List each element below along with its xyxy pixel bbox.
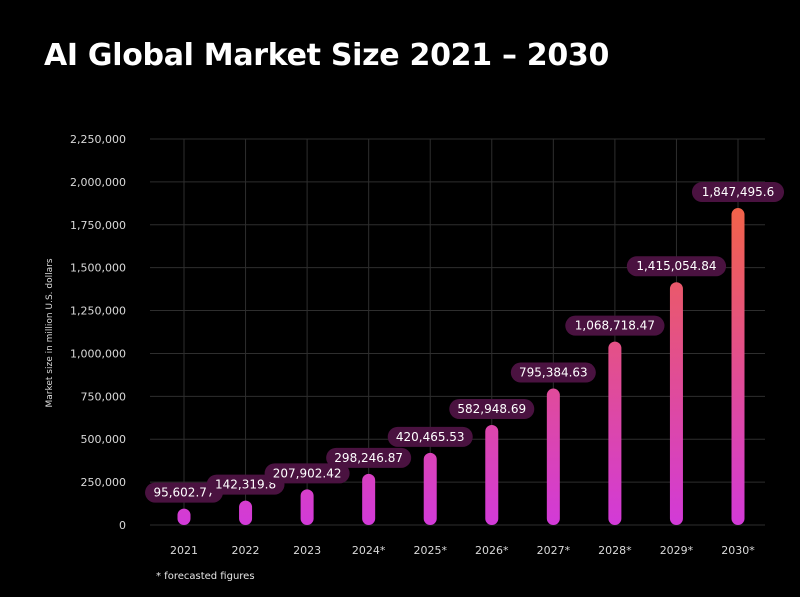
bar bbox=[608, 341, 622, 525]
y-axis-ticks: 0 250,000 500,000 750,000 1,000,000 1,250,000… bbox=[70, 133, 126, 532]
x-tick-label: 2022 bbox=[232, 544, 260, 557]
y-tick-label: 250,000 bbox=[81, 476, 127, 489]
x-tick-label: 2025* bbox=[413, 544, 447, 557]
x-tick-label: 2026* bbox=[475, 544, 509, 557]
chart-title: AI Global Market Size 2021 – 2030 bbox=[44, 38, 610, 73]
y-tick-label: 1,500,000 bbox=[70, 262, 126, 275]
y-tick-label: 1,250,000 bbox=[70, 305, 126, 318]
bar bbox=[546, 388, 560, 525]
x-tick-label: 2027* bbox=[537, 544, 571, 557]
x-tick-label: 2024* bbox=[352, 544, 386, 557]
data-label-pill bbox=[145, 482, 223, 503]
y-tick-label: 750,000 bbox=[81, 390, 127, 403]
bar bbox=[239, 500, 253, 525]
data-label: 298,246.87 bbox=[334, 451, 403, 465]
y-tick-label: 500,000 bbox=[81, 433, 127, 446]
bar bbox=[669, 282, 683, 525]
x-tick-label: 2029* bbox=[660, 544, 694, 557]
bar bbox=[423, 452, 437, 525]
data-label: 420,465.53 bbox=[396, 430, 465, 444]
x-tick-label: 2028* bbox=[598, 544, 632, 557]
data-label: 142,319.8 bbox=[215, 478, 276, 492]
x-tick-label: 2023 bbox=[293, 544, 321, 557]
y-tick-label: 0 bbox=[119, 519, 126, 532]
y-tick-label: 1,000,000 bbox=[70, 347, 126, 360]
data-label: 1,847,495.6 bbox=[702, 185, 775, 199]
bar bbox=[485, 424, 499, 525]
x-tick-label: 2030* bbox=[721, 544, 755, 557]
data-label-pill bbox=[264, 463, 350, 484]
data-label: 795,384.63 bbox=[519, 366, 588, 380]
data-label-pill bbox=[326, 447, 412, 468]
data-label: 95,602.77 bbox=[153, 486, 214, 500]
data-label-pill bbox=[565, 315, 665, 336]
data-label-pill bbox=[510, 362, 596, 383]
y-tick-label: 2,000,000 bbox=[70, 176, 126, 189]
bar bbox=[177, 508, 191, 525]
y-axis-label: Market size in million U.S. dollars bbox=[45, 258, 55, 407]
data-label-pill bbox=[449, 398, 535, 419]
data-label: 582,948.69 bbox=[457, 402, 526, 416]
data-label: 1,415,054.84 bbox=[636, 259, 716, 273]
data-label-pill bbox=[691, 182, 785, 203]
bar bbox=[731, 208, 745, 525]
data-label: 1,068,718.47 bbox=[575, 319, 655, 333]
y-tick-label: 1,750,000 bbox=[70, 219, 126, 232]
footnote: * forecasted figures bbox=[156, 571, 255, 582]
bar bbox=[300, 489, 314, 525]
bars bbox=[177, 208, 745, 525]
x-tick-label: 2021 bbox=[170, 544, 198, 557]
data-label: 207,902.42 bbox=[273, 466, 342, 480]
data-label-pill bbox=[626, 256, 727, 277]
y-tick-label: 2,250,000 bbox=[70, 133, 126, 146]
bar bbox=[362, 473, 376, 525]
data-label-pill bbox=[206, 474, 285, 495]
x-axis-ticks: 2021 2022 2023 2024* 2025* 2026* 2027* 2028* 202… bbox=[170, 544, 755, 557]
data-label-pill bbox=[387, 426, 473, 447]
